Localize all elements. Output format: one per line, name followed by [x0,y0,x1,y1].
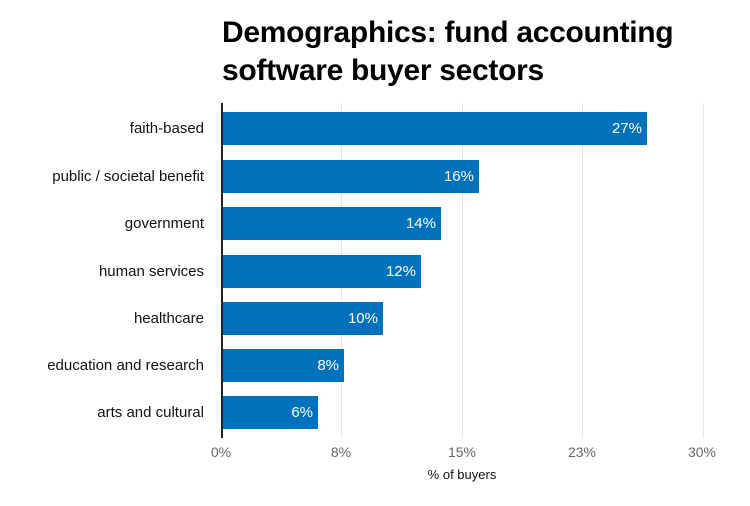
bar-faith-based: 27% [222,112,647,145]
bar-arts-and-cultural: 6% [222,396,318,429]
chart-title: Demographics: fund accounting software b… [222,14,742,90]
category-label: education and research [47,357,204,374]
category-label: government [124,215,204,232]
x-tick-label: 30% [687,444,717,460]
bar-value-label: 14% [405,215,436,232]
category-label: arts and cultural [97,404,204,421]
x-tick-label: 0% [210,444,232,460]
category-label: public / societal benefit [52,168,204,185]
x-tick-label: 8% [330,444,352,460]
y-axis-line [221,103,223,438]
bar-education-and-research: 8% [222,349,344,382]
category-label: healthcare [133,310,204,327]
x-tick-label: 23% [567,444,597,460]
x-axis-title: % of buyers [427,467,497,482]
gridline [703,103,704,438]
chart-title-line-1: Demographics: fund accounting [222,16,674,49]
bar-human-services: 12% [222,255,421,288]
bar-value-label: 10% [347,310,378,327]
bar-healthcare: 10% [222,302,383,335]
x-tick-label: 15% [447,444,477,460]
category-label: faith-based [129,120,204,137]
chart-title-line-2: software buyer sectors [222,54,544,87]
gridline [462,103,463,438]
bar-value-label: 8% [317,357,339,374]
bar-value-label: 27% [611,120,642,137]
bar-value-label: 12% [385,263,416,280]
bar-public-societal-benefit: 16% [222,160,479,193]
bar-value-label: 6% [291,404,313,421]
gridline [582,103,583,438]
plot-area: 27% 16% 14% 12% 10% 8% 6% [221,103,704,438]
category-label: human services [98,263,204,280]
bar-government: 14% [222,207,441,240]
bar-value-label: 16% [443,168,474,185]
